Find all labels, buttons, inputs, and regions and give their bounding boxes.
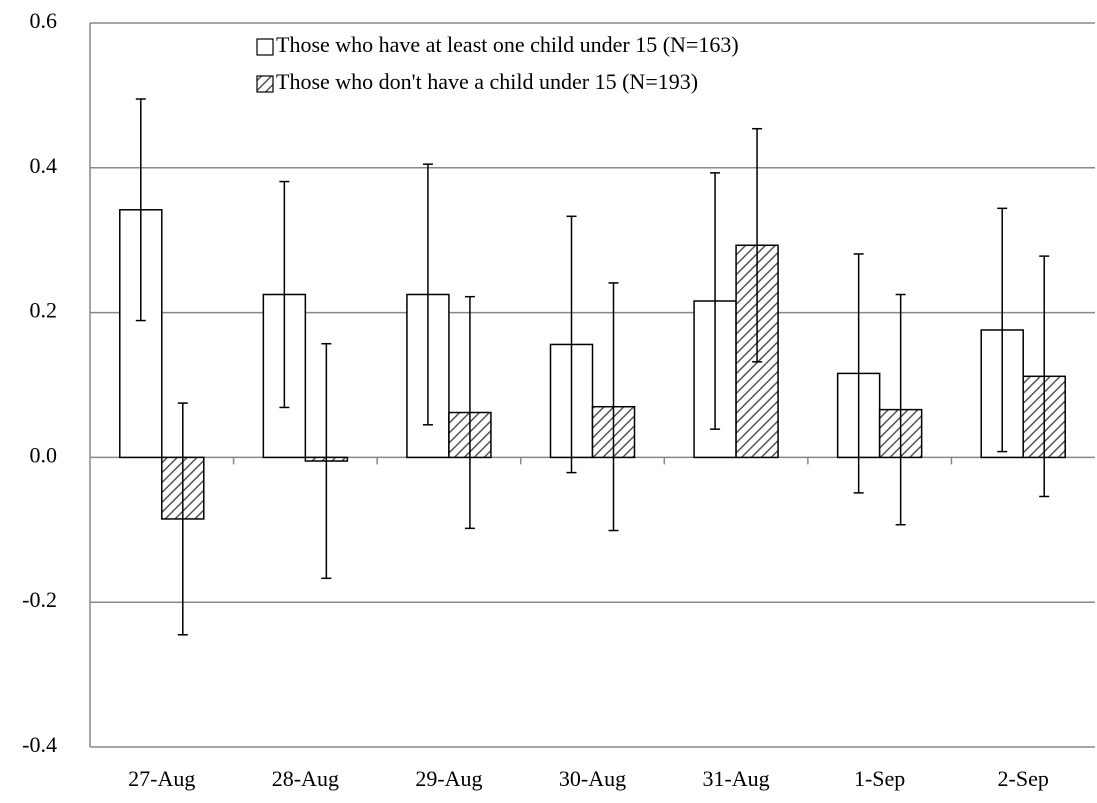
error-bar — [895, 293, 906, 526]
x-tick-label: 1-Sep — [854, 766, 905, 791]
x-tick-label: 27-Aug — [128, 766, 195, 791]
error-bar — [997, 207, 1008, 453]
x-tick-label: 28-Aug — [272, 766, 339, 791]
error-bar — [608, 282, 619, 532]
x-tick-label: 2-Sep — [998, 766, 1049, 791]
error-bar — [566, 215, 577, 474]
legend-swatch — [256, 38, 274, 56]
y-tick-label: 0.0 — [30, 442, 58, 467]
y-tick-label: -0.4 — [22, 732, 57, 757]
y-tick-label: 0.4 — [30, 153, 58, 178]
error-bar — [1039, 255, 1050, 498]
error-bar — [135, 98, 146, 322]
legend-label: Those who don't have a child under 15 (N… — [276, 69, 698, 94]
error-bar — [710, 172, 721, 430]
x-tick-label: 29-Aug — [415, 766, 482, 791]
error-bar — [464, 295, 475, 530]
legend-label: Those who have at least one child under … — [276, 32, 739, 57]
bar — [119, 209, 163, 459]
error-bar — [279, 180, 290, 409]
error-bar — [853, 253, 864, 494]
y-tick-label: 0.2 — [30, 298, 58, 323]
y-tick-label: -0.2 — [22, 587, 57, 612]
x-tick-label: 31-Aug — [702, 766, 769, 791]
y-tick-label: 0.6 — [30, 8, 58, 33]
x-tick-label: 30-Aug — [559, 766, 626, 791]
error-bar — [321, 342, 332, 580]
error-bar — [752, 127, 763, 363]
error-bar — [422, 163, 433, 426]
legend-swatch — [256, 75, 274, 93]
error-bar — [177, 402, 188, 636]
